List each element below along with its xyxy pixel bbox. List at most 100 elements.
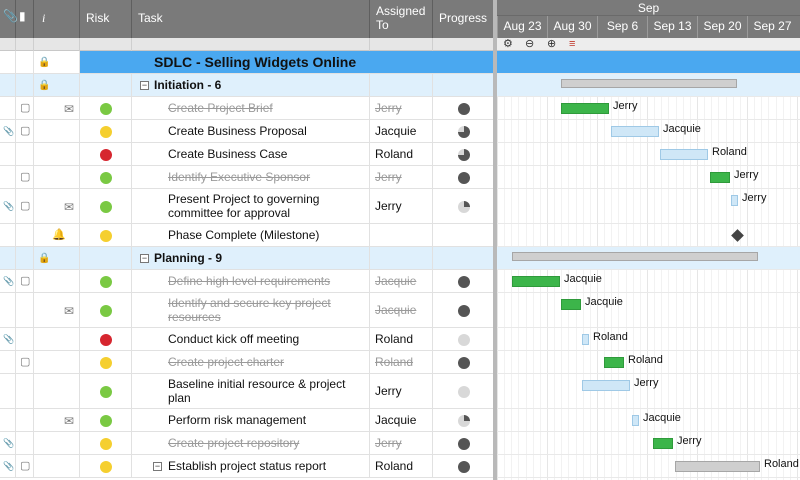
task-bar[interactable] [604,357,624,368]
risk-column-header[interactable]: Risk [80,0,132,38]
assigned-to[interactable]: Roland [375,147,414,161]
progress-indicator[interactable] [458,125,470,138]
progress-indicator[interactable] [458,148,470,161]
risk-indicator[interactable] [100,437,112,450]
task-row[interactable]: 📎 ▢ Define high level requirements Jacquie [0,270,496,293]
risk-indicator[interactable] [100,200,112,213]
comment-icon[interactable]: ▢ [20,274,31,287]
task-row[interactable]: ▢ Create project charter Roland [0,351,496,374]
task-bar[interactable] [512,276,560,287]
paperclip-icon[interactable]: 📎 [3,333,15,344]
task-name[interactable]: Baseline initial resource & project plan [168,377,346,405]
task-bar[interactable] [731,195,738,206]
task-bar[interactable] [710,172,730,183]
collapse-toggle[interactable]: − [153,460,162,471]
info-column-header[interactable]: i [34,0,80,38]
progress-indicator[interactable] [458,304,470,317]
task-name[interactable]: Create Business Proposal [168,124,307,138]
comment-icon[interactable]: ▢ [20,459,31,472]
risk-indicator[interactable] [100,229,112,242]
task-bar[interactable] [675,461,760,472]
paperclip-icon[interactable]: 📎 [3,460,15,471]
task-name[interactable]: Phase Complete (Milestone) [168,228,320,242]
risk-indicator[interactable] [100,102,112,115]
project-row[interactable]: 🔒 SDLC - Selling Widgets Online [0,51,496,74]
task-name[interactable]: Perform risk management [168,413,307,427]
task-row[interactable]: 📎 Create project repository Jerry [0,432,496,455]
task-row[interactable]: ▢ Identify Executive Sponsor Jerry [0,166,496,189]
progress-indicator[interactable] [458,385,470,398]
risk-indicator[interactable] [100,356,112,369]
assigned-to[interactable]: Jacquie [375,124,417,138]
task-row[interactable]: ✉ Perform risk management Jacquie [0,409,496,432]
settings-icon[interactable]: ⚙ [503,38,513,50]
assigned-to[interactable]: Jacquie [375,274,417,288]
task-name[interactable]: Create project repository [168,436,300,450]
task-row[interactable]: 📎 ▢ − Establish project status report Roland [0,455,496,478]
assigned-to[interactable]: Jerry [375,101,402,115]
assigned-to[interactable]: Roland [375,332,414,346]
attachment-column-header[interactable]: 📎 [0,0,18,38]
mail-notification-icon[interactable]: ✉ [64,303,75,318]
risk-indicator[interactable] [100,333,112,346]
progress-indicator[interactable] [458,437,470,450]
risk-indicator[interactable] [100,148,112,161]
paperclip-icon[interactable]: 📎 [3,200,15,211]
risk-indicator[interactable] [100,414,112,427]
collapse-toggle[interactable]: − [140,79,149,90]
progress-indicator[interactable] [458,333,470,346]
mail-notification-icon[interactable]: ✉ [64,199,75,214]
task-row[interactable]: Baseline initial resource & project plan… [0,374,496,409]
comment-column-header[interactable]: ▮ [16,0,34,38]
task-row[interactable]: ▢ ✉ Create Project Brief Jerry [0,97,496,120]
task-bar[interactable] [582,380,630,391]
progress-column-header[interactable]: Progress [433,0,496,38]
mail-notification-icon[interactable]: ✉ [64,101,75,116]
task-row[interactable]: 📎 ▢ ✉ Present Project to governing committe… [0,189,496,224]
task-bar[interactable] [561,103,609,114]
comment-icon[interactable]: ▢ [20,355,31,368]
task-bar[interactable] [632,415,639,426]
collapse-toggle[interactable]: − [140,252,149,263]
risk-indicator[interactable] [100,125,112,138]
assigned-to[interactable]: Jerry [375,170,402,184]
task-bar[interactable] [611,126,659,137]
risk-indicator[interactable] [100,304,112,317]
assigned-to[interactable]: Jacquie [375,413,417,427]
risk-indicator[interactable] [100,385,112,398]
paperclip-icon[interactable]: 📎 [3,437,15,448]
task-bar[interactable] [653,438,673,449]
assigned-column-header[interactable]: Assigned To [370,0,433,38]
zoom-in-icon[interactable]: ⊕ [547,38,557,50]
task-name[interactable]: Identify Executive Sponsor [168,170,311,184]
comment-icon[interactable]: ▢ [20,124,31,137]
task-row[interactable]: 📎 ▢ Create Business Proposal Jacquie [0,120,496,143]
risk-indicator[interactable] [100,275,112,288]
task-row[interactable]: 🔔 Phase Complete (Milestone) [0,224,496,247]
section-row[interactable]: 🔒 − Initiation - 6 [0,74,496,97]
assigned-to[interactable]: Jerry [375,199,402,213]
task-name[interactable]: Create Business Case [168,147,288,161]
comment-icon[interactable]: ▢ [20,199,31,212]
task-bar[interactable] [660,149,708,160]
assigned-to[interactable]: Jacquie [375,303,417,317]
task-name[interactable]: Present Project to governing committee f… [168,192,320,220]
task-name[interactable]: Create Project Brief [168,101,273,115]
section-row[interactable]: 🔒 − Planning - 9 [0,247,496,270]
progress-indicator[interactable] [458,102,470,115]
assigned-to[interactable]: Jerry [375,436,402,450]
task-name[interactable]: Identify and secure key project resource… [168,296,331,324]
paperclip-icon[interactable]: 📎 [3,275,15,286]
progress-indicator[interactable] [458,275,470,288]
task-name[interactable]: Conduct kick off meeting [168,332,300,346]
comment-icon[interactable]: ▢ [20,170,31,183]
assigned-to[interactable]: Roland [375,355,414,369]
risk-indicator[interactable] [100,460,112,473]
task-name[interactable]: Define high level requirements [168,274,331,288]
comment-icon[interactable]: ▢ [20,101,31,114]
progress-indicator[interactable] [458,200,470,213]
task-name[interactable]: Establish project status report [168,459,327,473]
paperclip-icon[interactable]: 📎 [3,125,15,136]
task-name[interactable]: Create project charter [168,355,285,369]
task-bar[interactable] [561,299,581,310]
